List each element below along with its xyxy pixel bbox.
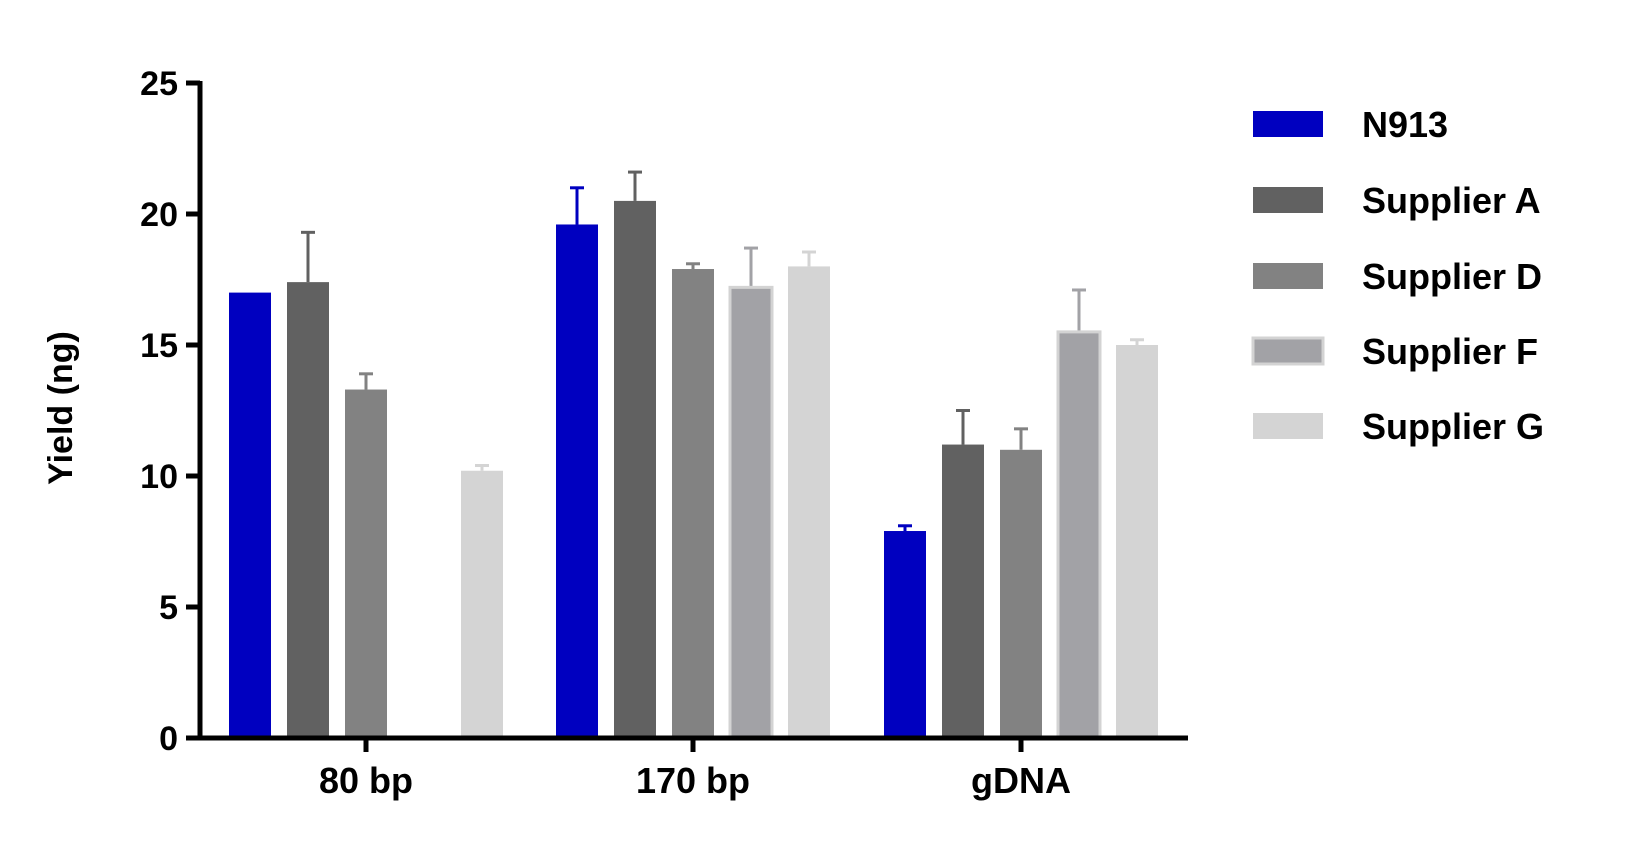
bar-supplier-f-170-bp xyxy=(728,285,774,740)
x-tick-label: 80 bp xyxy=(319,760,413,801)
y-tick-label: 0 xyxy=(159,720,178,758)
legend-label: Supplier F xyxy=(1362,331,1538,372)
bar-supplier-d-170-bp xyxy=(672,269,714,738)
bar-supplier-a-170-bp xyxy=(614,200,656,738)
x-tick-label: gDNA xyxy=(971,760,1071,801)
legend-label: N913 xyxy=(1362,104,1448,145)
legend-label: Supplier G xyxy=(1362,406,1544,447)
legend-swatch xyxy=(1253,187,1323,213)
y-tick-label: 5 xyxy=(159,589,178,627)
legend-label: Supplier A xyxy=(1362,180,1541,221)
bar-supplier-d-gdna xyxy=(1000,449,1042,738)
bar-n913-170-bp xyxy=(556,224,598,739)
axes-layer: 0 5 10 15 20 25 80 bp 170 bp gDNA xyxy=(140,65,1188,801)
legend-swatch xyxy=(1253,413,1323,439)
legend-swatch xyxy=(1253,263,1323,289)
bar-n913-80-bp xyxy=(229,292,271,738)
legend: N913 Supplier A Supplier D Supplier F Suppli… xyxy=(1251,104,1544,447)
y-tick-label: 10 xyxy=(140,458,178,496)
bar-supplier-a-gdna xyxy=(942,444,984,738)
y-tick-label: 20 xyxy=(140,196,178,234)
bar-supplier-d-80-bp xyxy=(345,389,387,738)
x-tick-label: 170 bp xyxy=(636,760,750,801)
y-tick-label: 25 xyxy=(140,65,178,103)
bar-supplier-g-80-bp xyxy=(461,470,503,738)
bar-supplier-f-gdna xyxy=(1056,330,1102,740)
bar-n913-gdna xyxy=(884,531,926,738)
y-axis-label: Yield (ng) xyxy=(42,331,80,485)
y-tick-label: 15 xyxy=(140,327,178,365)
bar-supplier-g-170-bp xyxy=(788,266,830,738)
legend-label: Supplier D xyxy=(1362,256,1542,297)
bars-layer xyxy=(229,170,1158,740)
bar-supplier-a-80-bp xyxy=(287,282,329,738)
legend-swatch xyxy=(1251,336,1325,366)
legend-swatch xyxy=(1253,111,1323,137)
bar-supplier-g-gdna xyxy=(1116,345,1158,738)
